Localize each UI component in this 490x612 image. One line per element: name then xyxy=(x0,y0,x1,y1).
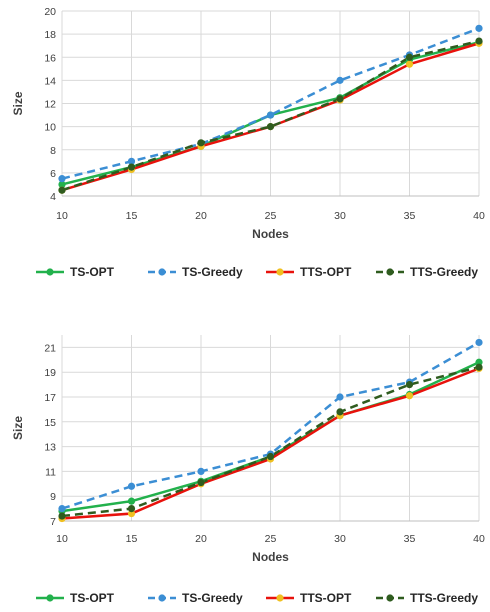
y-tick-label: 16 xyxy=(44,52,56,64)
y-tick-label: 10 xyxy=(44,122,56,134)
data-point-ts-greedy xyxy=(475,24,483,32)
legend-label-ts-greedy: TS-Greedy xyxy=(182,591,243,605)
data-point-tts-greedy xyxy=(405,381,414,389)
data-point-tts-greedy xyxy=(266,452,275,461)
x-tick-label: 10 xyxy=(56,533,68,545)
legend: TS-OPT TS-Greedy TTS-OPT TTS-Greedy xyxy=(36,591,478,605)
data-point-tts-opt xyxy=(405,392,414,400)
data-point-ts-greedy xyxy=(58,175,66,183)
y-tick-label: 20 xyxy=(44,6,56,18)
x-axis-title: Nodes xyxy=(252,227,289,241)
data-point-ts-greedy xyxy=(197,467,205,475)
x-axis-title: Nodes xyxy=(252,550,289,564)
data-point-tts-opt xyxy=(127,509,136,518)
data-point-tts-opt xyxy=(405,60,414,68)
legend: TS-OPT TS-Greedy TTS-OPT TTS-Greedy xyxy=(36,265,478,279)
chart-1: 4 6 8 10 12 14 16 18 20 10 15 20 25 30 35 40 Nodes Size TS… xyxy=(11,6,485,279)
legend-marker-tts-opt xyxy=(276,594,284,602)
y-tick-label: 12 xyxy=(44,99,56,111)
data-point-tts-greedy xyxy=(405,53,414,61)
legend-label-tts-opt: TTS-OPT xyxy=(300,265,352,279)
x-tick-label: 25 xyxy=(265,210,277,222)
data-point-ts-opt xyxy=(127,497,136,505)
x-tick-label: 20 xyxy=(195,210,207,222)
legend-marker-ts-greedy xyxy=(158,594,166,602)
data-point-ts-greedy xyxy=(127,482,136,490)
data-point-tts-greedy xyxy=(197,139,205,147)
data-point-ts-greedy xyxy=(266,111,275,119)
data-point-ts-greedy xyxy=(336,76,344,84)
data-point-tts-greedy xyxy=(266,123,275,131)
y-tick-label: 15 xyxy=(44,417,56,429)
y-tick-label: 14 xyxy=(44,75,56,87)
data-point-tts-greedy xyxy=(127,505,136,513)
data-point-tts-greedy xyxy=(197,478,205,487)
x-tick-label: 30 xyxy=(334,210,346,222)
data-point-tts-greedy xyxy=(58,512,66,520)
legend-marker-tts-greedy xyxy=(386,268,394,276)
legend-label-tts-greedy: TTS-Greedy xyxy=(410,265,478,279)
data-point-tts-greedy xyxy=(336,95,344,103)
data-point-tts-greedy xyxy=(58,186,66,194)
data-point-ts-greedy xyxy=(58,505,66,513)
x-tick-label: 35 xyxy=(404,210,416,222)
data-point-tts-greedy xyxy=(336,408,344,416)
x-tick-label: 10 xyxy=(56,210,68,222)
x-tick-label: 35 xyxy=(404,533,416,545)
legend-label-tts-greedy: TTS-Greedy xyxy=(410,591,478,605)
legend-label-ts-opt: TS-OPT xyxy=(70,265,115,279)
x-tick-label: 40 xyxy=(473,210,485,222)
y-tick-label: 9 xyxy=(50,491,56,503)
x-tick-label: 15 xyxy=(126,533,138,545)
y-tick-label: 18 xyxy=(44,29,56,41)
chart-2: 7 9 11 13 15 17 19 21 10 15 20 25 30 35 40 Nodes Size TS-… xyxy=(11,335,485,605)
data-point-tts-greedy xyxy=(127,163,136,171)
legend-marker-ts-opt xyxy=(46,268,54,276)
x-tick-label: 30 xyxy=(334,533,346,545)
y-tick-label: 11 xyxy=(45,466,56,478)
data-point-tts-greedy xyxy=(475,363,483,371)
y-axis-title: Size xyxy=(11,91,25,115)
legend-label-tts-opt: TTS-OPT xyxy=(300,591,352,605)
data-point-tts-greedy xyxy=(475,37,483,45)
y-axis-title: Size xyxy=(11,416,25,440)
y-tick-label: 7 xyxy=(50,516,56,528)
data-point-ts-greedy xyxy=(336,393,344,401)
y-tick-label: 6 xyxy=(50,168,56,180)
y-tick-label: 8 xyxy=(50,145,56,157)
legend-marker-ts-opt xyxy=(46,594,54,602)
y-tick-label: 13 xyxy=(44,442,56,454)
y-tick-label: 21 xyxy=(44,342,56,354)
x-tick-label: 25 xyxy=(265,533,277,545)
legend-marker-ts-greedy xyxy=(158,268,166,276)
legend-marker-tts-greedy xyxy=(386,594,394,602)
x-tick-label: 20 xyxy=(195,533,207,545)
y-tick-label: 4 xyxy=(50,191,56,203)
legend-label-ts-opt: TS-OPT xyxy=(70,591,115,605)
data-point-ts-opt xyxy=(475,358,483,366)
legend-marker-tts-opt xyxy=(276,268,284,276)
legend-label-ts-greedy: TS-Greedy xyxy=(182,265,243,279)
y-tick-label: 19 xyxy=(44,367,56,379)
data-point-ts-opt xyxy=(58,180,66,189)
data-point-ts-greedy xyxy=(127,157,136,165)
y-tick-label: 17 xyxy=(44,392,56,404)
x-tick-label: 15 xyxy=(126,210,138,222)
data-point-ts-greedy xyxy=(475,338,483,347)
x-tick-label: 40 xyxy=(473,533,485,545)
